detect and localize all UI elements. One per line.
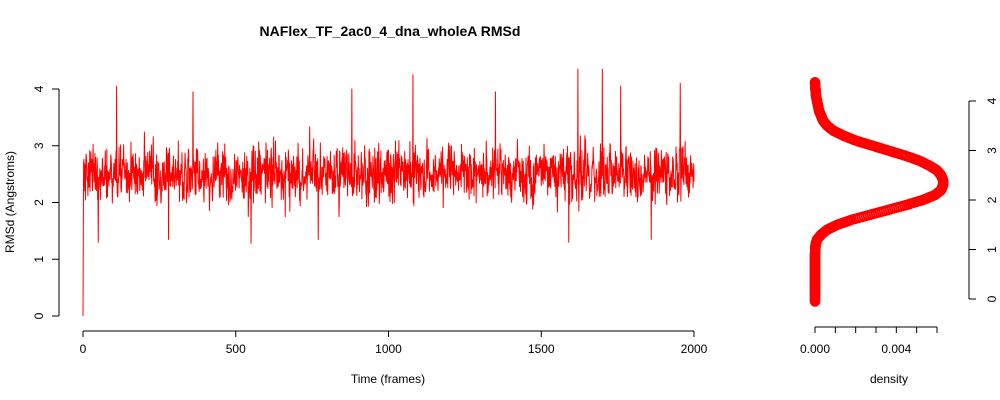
- density-x-tick-label: 0.000: [800, 342, 830, 356]
- density-y-tick-label: 3: [985, 147, 999, 154]
- x-axis-label: Time (frames): [351, 372, 425, 386]
- y-tick-label: 0: [32, 312, 46, 319]
- x-tick-label: 0: [80, 342, 87, 356]
- density-x-axis: 0.000 0.004: [800, 326, 938, 356]
- x-tick-label: 1500: [528, 342, 555, 356]
- density-point: [809, 76, 821, 88]
- x-tick-label: 500: [226, 342, 246, 356]
- density-axis-label: density: [870, 372, 908, 386]
- density-y-tick-label: 2: [985, 196, 999, 203]
- y-axis: 0 1 2 3 4: [32, 85, 60, 319]
- x-tick-label: 2000: [681, 342, 708, 356]
- time-series-panel: 0 500 1000 1500 2000 0 1 2 3 4 Time (frames) RMS…: [3, 68, 708, 386]
- y-axis-label: RMSd (Angstroms): [3, 151, 17, 253]
- y-tick-label: 4: [32, 85, 46, 92]
- density-panel: 0.000 0.004 0 1 2 3 4 density: [800, 76, 999, 386]
- y-tick-label: 1: [32, 256, 46, 263]
- y-tick-label: 3: [32, 142, 46, 149]
- density-y-axis: 0 1 2 3 4: [968, 97, 999, 302]
- density-y-tick-label: 1: [985, 246, 999, 253]
- x-axis: 0 500 1000 1500 2000: [80, 330, 708, 356]
- density-y-tick-label: 4: [985, 97, 999, 104]
- density-y-tick-label: 0: [985, 295, 999, 302]
- rmsd-series-line: [82, 68, 695, 317]
- chart-title: NAFlex_TF_2ac0_4_dna_wholeA RMSd: [260, 23, 521, 39]
- density-x-tick-label: 0.004: [881, 342, 911, 356]
- x-tick-label: 1000: [375, 342, 402, 356]
- y-tick-label: 2: [32, 199, 46, 206]
- density-curve: [809, 76, 949, 307]
